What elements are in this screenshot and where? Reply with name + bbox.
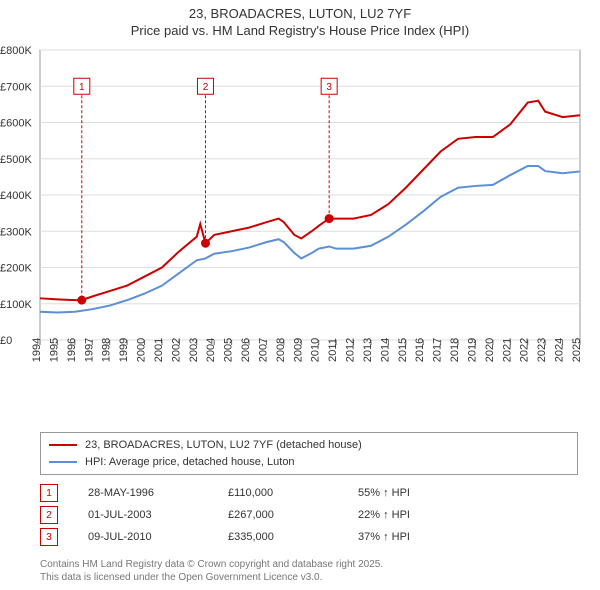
event-date: 01-JUL-2003 (88, 509, 198, 521)
x-axis-label: 2007 (257, 338, 269, 362)
x-axis-label: 2000 (136, 338, 148, 362)
x-axis-label: 2018 (449, 338, 461, 362)
event-hpi: 22% ↑ HPI (358, 509, 458, 521)
marker-number: 2 (203, 82, 209, 93)
x-axis-label: 1999 (118, 338, 130, 362)
event-price: £267,000 (228, 509, 328, 521)
x-axis-label: 2014 (379, 338, 391, 362)
marker-number: 3 (326, 82, 332, 93)
chart-legend: 23, BROADACRES, LUTON, LU2 7YF (detached… (40, 432, 578, 475)
x-axis-label: 2012 (345, 338, 357, 362)
x-axis-label: 2024 (554, 338, 566, 362)
event-hpi: 55% ↑ HPI (358, 487, 458, 499)
x-axis-label: 2008 (275, 338, 287, 362)
y-axis-label: £300K (0, 226, 32, 238)
x-axis-label: 1995 (48, 338, 60, 362)
x-axis-label: 2002 (170, 338, 182, 362)
x-axis-label: 2010 (310, 338, 322, 362)
y-axis-label: £400K (0, 190, 32, 202)
legend-swatch (49, 461, 77, 463)
x-axis-label: 2023 (536, 338, 548, 362)
x-axis-label: 2017 (432, 338, 444, 362)
event-price: £335,000 (228, 531, 328, 543)
events-table: 1 28-MAY-1996 £110,000 55% ↑ HPI 2 01-JUL-200… (40, 480, 560, 550)
y-axis-label: £500K (0, 154, 32, 166)
marker-number: 1 (79, 82, 85, 93)
event-row: 2 01-JUL-2003 £267,000 22% ↑ HPI (40, 506, 560, 524)
x-axis-label: 2004 (205, 338, 217, 362)
legend-row: 23, BROADACRES, LUTON, LU2 7YF (detached… (49, 437, 569, 454)
x-axis-label: 1996 (66, 338, 78, 362)
attrib-line2: This data is licensed under the Open Gov… (40, 571, 383, 584)
y-axis-label: £200K (0, 263, 32, 275)
x-axis-label: 2022 (519, 338, 531, 362)
x-axis-label: 2020 (484, 338, 496, 362)
x-axis-label: 2016 (414, 338, 426, 362)
x-axis-label: 1998 (101, 338, 113, 362)
y-axis-label: £700K (0, 81, 32, 93)
legend-row: HPI: Average price, detached house, Luto… (49, 454, 569, 471)
marker-dot (201, 239, 209, 247)
event-row: 1 28-MAY-1996 £110,000 55% ↑ HPI (40, 484, 560, 502)
event-date: 28-MAY-1996 (88, 487, 198, 499)
title-line1: 23, BROADACRES, LUTON, LU2 7YF (0, 6, 600, 23)
marker-dot (78, 296, 86, 304)
legend-label: 23, BROADACRES, LUTON, LU2 7YF (detached… (85, 437, 362, 454)
x-axis-label: 2001 (153, 338, 165, 362)
legend-label: HPI: Average price, detached house, Luto… (85, 454, 295, 471)
event-number: 2 (40, 506, 58, 524)
legend-swatch (49, 444, 77, 446)
event-price: £110,000 (228, 487, 328, 499)
attribution: Contains HM Land Registry data © Crown c… (40, 558, 383, 584)
x-axis-label: 2006 (240, 338, 252, 362)
x-axis-label: 2005 (223, 338, 235, 362)
title-line2: Price paid vs. HM Land Registry's House … (0, 23, 600, 40)
x-axis-label: 2003 (188, 338, 200, 362)
y-axis-label: £600K (0, 118, 32, 130)
x-axis-label: 2019 (466, 338, 478, 362)
y-axis-label: £0 (0, 335, 12, 347)
y-axis-label: £800K (0, 45, 32, 57)
x-axis-label: 2011 (327, 338, 339, 362)
x-axis-label: 2015 (397, 338, 409, 362)
price-chart: £0 £100K £200K £300K £400K £500K £600K £700K £80… (0, 40, 600, 430)
event-row: 3 09-JUL-2010 £335,000 37% ↑ HPI (40, 528, 560, 546)
x-axis-label: 2021 (501, 338, 513, 362)
event-hpi: 37% ↑ HPI (358, 531, 458, 543)
chart-title: 23, BROADACRES, LUTON, LU2 7YF Price pai… (0, 0, 600, 40)
x-axis-label: 1994 (31, 338, 43, 362)
attrib-line1: Contains HM Land Registry data © Crown c… (40, 558, 383, 571)
x-axis-label: 2013 (362, 338, 374, 362)
x-axis-label: 2025 (571, 338, 583, 362)
marker-dot (325, 215, 333, 223)
x-axis-label: 2009 (292, 338, 304, 362)
event-date: 09-JUL-2010 (88, 531, 198, 543)
event-number: 1 (40, 484, 58, 502)
event-number: 3 (40, 528, 58, 546)
y-axis-label: £100K (0, 299, 32, 311)
x-axis-label: 1997 (83, 338, 95, 362)
